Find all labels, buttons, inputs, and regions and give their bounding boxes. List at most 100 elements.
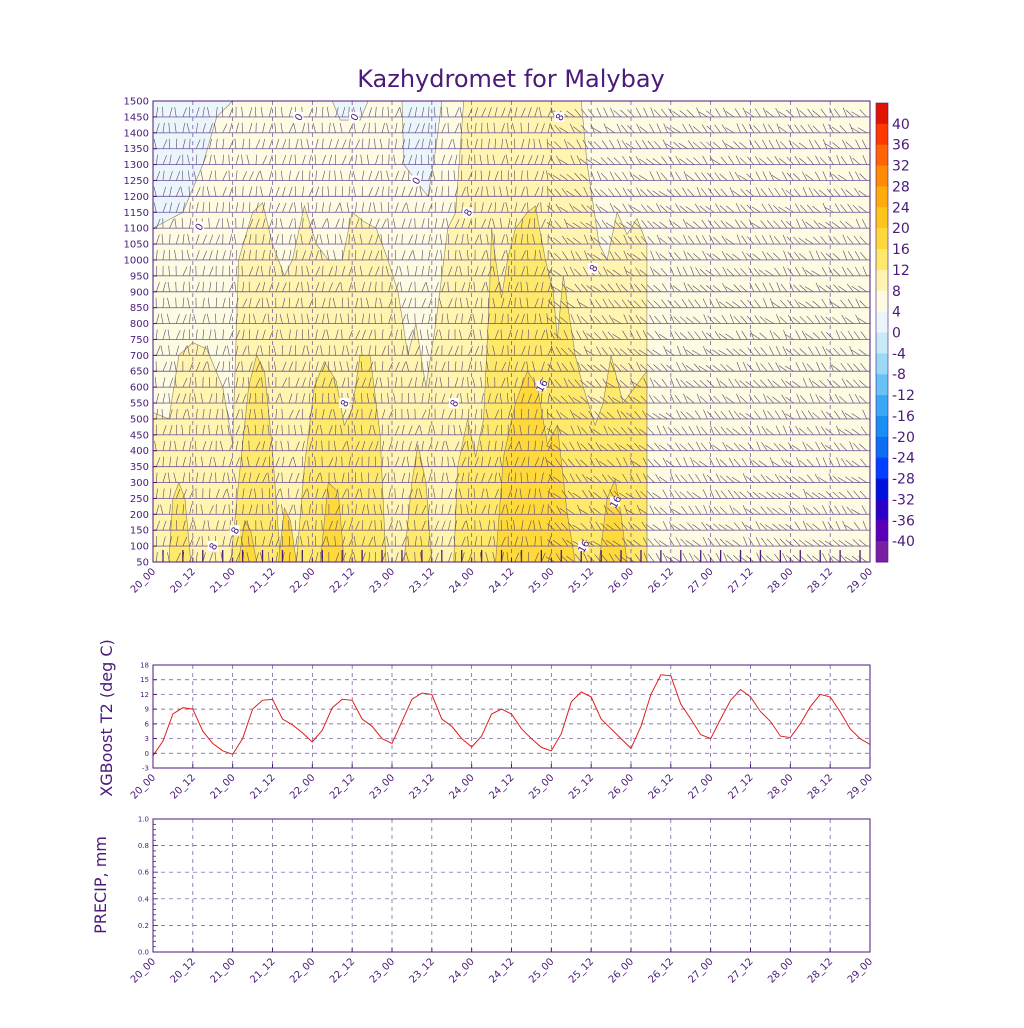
x-tick-label: 28_12 xyxy=(806,956,835,985)
t2-tick-label: 3 xyxy=(145,735,149,743)
wind-barb xyxy=(830,92,834,101)
precip-tick-label: 1.0 xyxy=(138,816,149,824)
wind-barb xyxy=(769,92,774,101)
precip-tick-label: 0.6 xyxy=(138,869,150,877)
x-tick-label: 26_00 xyxy=(607,566,636,595)
color-bar-label: -28 xyxy=(892,472,915,488)
x-tick-label: 23_00 xyxy=(368,566,397,595)
wind-barb xyxy=(348,91,349,101)
wind-barb xyxy=(809,92,814,101)
color-bar-label: -4 xyxy=(892,346,906,362)
wind-barb xyxy=(626,95,634,101)
color-bar-label: -24 xyxy=(892,451,915,467)
color-bar-segment xyxy=(876,249,888,270)
height-tick-label: 200 xyxy=(130,510,149,521)
color-bar-label: 32 xyxy=(892,159,910,175)
wind-barb xyxy=(561,94,568,101)
wind-barb xyxy=(521,92,525,101)
color-bar-segment xyxy=(876,479,888,500)
height-tick-label: 1000 xyxy=(124,255,149,266)
wind-barb xyxy=(341,91,342,101)
wind-barb xyxy=(800,94,807,101)
wind-barb xyxy=(654,93,660,101)
color-bar-label: -36 xyxy=(892,513,915,529)
x-tick-label: 24_12 xyxy=(487,772,516,801)
x-tick-label: 27_12 xyxy=(726,956,755,985)
t2-tick-label: 15 xyxy=(140,676,149,684)
x-tick-label: 27_12 xyxy=(726,566,755,595)
wind-barb xyxy=(355,91,356,101)
x-tick-label: 21_12 xyxy=(248,956,277,985)
color-bar-label: -12 xyxy=(892,388,915,404)
x-tick-label: 21_12 xyxy=(248,566,277,595)
wind-barb xyxy=(309,91,311,101)
color-bar: 4036322824201612840-4-8-12-16-20-24-28-3… xyxy=(876,103,915,563)
x-tick-label: 29_00 xyxy=(846,772,875,801)
height-tick-label: 500 xyxy=(130,414,149,425)
x-tick-label: 27_00 xyxy=(686,772,715,801)
x-tick-label: 22_12 xyxy=(328,956,357,985)
precip-tick-label: 0.2 xyxy=(138,922,149,930)
wind-barb xyxy=(203,92,207,101)
color-bar-segment xyxy=(876,520,888,541)
color-bar-segment xyxy=(876,416,888,437)
color-bar-segment xyxy=(876,499,888,520)
color-bar-segment xyxy=(876,395,888,416)
wind-barb xyxy=(702,92,707,101)
wind-barb xyxy=(475,92,479,101)
wind-barb xyxy=(322,92,325,102)
height-tick-label: 750 xyxy=(130,335,149,346)
color-bar-segment xyxy=(876,270,888,291)
wind-barb xyxy=(274,91,276,101)
wind-barb xyxy=(792,95,800,101)
wind-barb xyxy=(287,91,289,101)
x-tick-label: 21_00 xyxy=(208,956,237,985)
wind-barb xyxy=(281,91,282,101)
height-tick-label: 50 xyxy=(136,558,149,569)
x-tick-label: 20_00 xyxy=(129,772,158,801)
precip-tick-label: 0.0 xyxy=(138,949,149,957)
x-tick-label: 28_12 xyxy=(806,566,835,595)
wind-barb xyxy=(589,93,595,101)
x-tick-label: 28_12 xyxy=(806,772,835,801)
color-bar-segment xyxy=(876,353,888,374)
wind-barb xyxy=(749,92,753,101)
wind-barb xyxy=(216,92,220,101)
height-tick-label: 1200 xyxy=(124,192,149,203)
height-tick-label: 250 xyxy=(130,494,149,505)
color-bar-segment xyxy=(876,166,888,187)
x-tick-label: 26_12 xyxy=(647,566,676,595)
x-tick-label: 29_00 xyxy=(846,956,875,985)
wind-barb xyxy=(636,92,641,101)
wind-barb xyxy=(759,95,767,101)
wind-barb xyxy=(707,94,714,101)
color-bar-label: 12 xyxy=(892,263,910,279)
wind-barb xyxy=(243,92,247,101)
wind-barb xyxy=(223,92,227,101)
height-tick-label: 850 xyxy=(130,303,149,314)
wind-barb xyxy=(666,96,674,101)
x-tick-label: 27_00 xyxy=(686,956,715,985)
color-bar-label: -20 xyxy=(892,430,915,446)
wind-barb xyxy=(302,91,303,101)
t2-tick-label: -3 xyxy=(142,765,149,773)
wind-barb xyxy=(555,93,561,101)
x-tick-label: 27_00 xyxy=(686,566,715,595)
x-tick-label: 20_00 xyxy=(129,956,158,985)
x-tick-label: 25_00 xyxy=(527,772,556,801)
wind-barb xyxy=(181,91,183,101)
x-tick-label: 24_12 xyxy=(487,566,516,595)
wind-barb xyxy=(594,94,601,101)
color-bar-segment xyxy=(876,374,888,395)
precip-tick-label: 0.4 xyxy=(138,895,150,903)
wind-barb xyxy=(713,94,720,101)
t2-tick-label: 0 xyxy=(145,750,149,758)
x-tick-label: 21_00 xyxy=(208,566,237,595)
x-tick-label: 23_00 xyxy=(368,956,397,985)
wind-barb xyxy=(610,92,614,101)
wind-barb xyxy=(815,93,821,101)
color-bar-segment xyxy=(876,145,888,166)
